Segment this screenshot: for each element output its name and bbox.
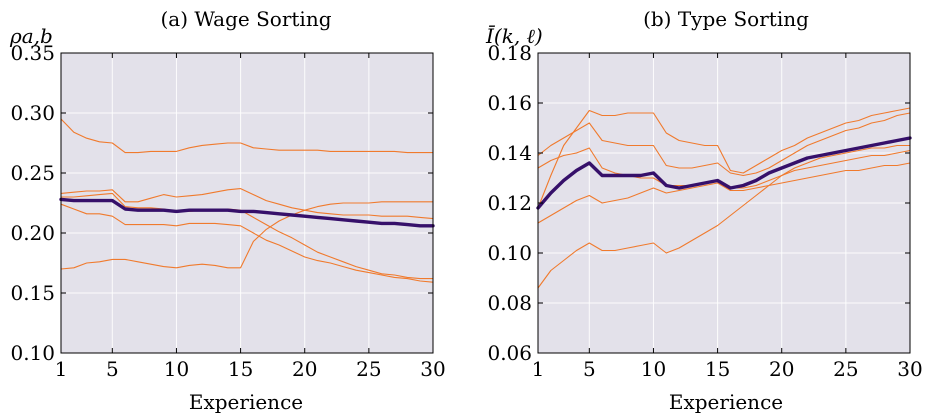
plot-frame [60,52,434,354]
y-tick-label: 0.25 [10,161,55,185]
x-tick-label: 20 [769,357,794,381]
series-line [60,201,434,270]
x-tick-label: 30 [897,357,922,381]
y-axis-label: Ī(k, ℓ) [485,24,543,48]
panel-wage-sorting: 1 5 10 15 20 25 300.100.150.200.250.300.35 (a)… [9,7,446,414]
y-tick-label: 0.10 [10,341,55,365]
x-tick-label: 15 [228,357,253,381]
series-line [60,118,434,154]
series-line [537,162,911,224]
y-tick-label: 0.35 [10,41,55,65]
x-tick-label: 5 [583,357,596,381]
panel-type-sorting: 1 5 10 15 20 25 300.060.080.100.120.140.160.18… [485,7,923,414]
x-tick-label: 15 [705,357,730,381]
x-tick-label: 25 [833,357,858,381]
x-tick-label: 25 [356,357,381,381]
x-tick-label: 1 [55,357,68,381]
y-axis-label: ρa,b [9,24,53,48]
y-tick-label: 0.10 [487,241,532,265]
x-tick-label: 1 [532,357,545,381]
x-tick-label: 10 [164,357,189,381]
y-tick-label: 0.08 [487,291,532,315]
y-tick-label: 0.15 [10,281,55,305]
x-tick-label: 5 [106,357,119,381]
y-tick-label: 0.14 [487,141,532,165]
series-line [537,107,911,209]
y-tick-label: 0.16 [487,91,532,115]
series-line [60,203,434,283]
chart-title: (b) Type Sorting [643,7,809,31]
x-tick-label: 10 [641,357,666,381]
y-tick-label: 0.12 [487,191,532,215]
chart-title: (a) Wage Sorting [160,7,331,31]
y-tick-label: 0.18 [487,41,532,65]
y-tick-label: 0.20 [10,221,55,245]
mean-series-line [59,197,435,228]
series-line [60,192,434,280]
y-tick-label: 0.06 [487,341,532,365]
series-line [537,144,911,289]
mean-series-line [536,136,912,210]
series-line [60,188,434,220]
x-tick-label: 30 [420,357,445,381]
x-tick-label: 20 [292,357,317,381]
series-line [537,112,911,177]
y-tick-label: 0.30 [10,101,55,125]
x-axis-label: Experience [669,390,783,414]
x-axis-label: Experience [189,390,303,414]
